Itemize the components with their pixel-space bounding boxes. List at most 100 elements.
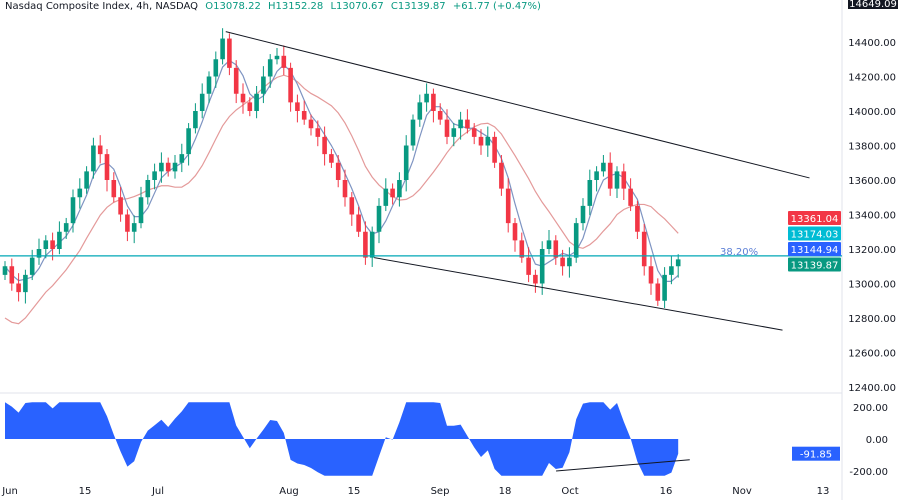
candle [465,109,470,134]
price-tick: 13400.00 [848,211,896,222]
candle [23,269,28,304]
candle [383,178,389,212]
price-tick: 14000.00 [848,107,896,118]
candle-body [478,136,484,146]
time-tick: 16 [660,486,673,497]
candle-body [186,128,191,155]
candle [403,135,409,192]
time-tick: Jun [1,486,18,497]
price-label-box [788,242,841,256]
candle-body [376,205,382,232]
candle [254,85,259,119]
candle-body [165,162,171,172]
price-tick: 14200.00 [848,73,896,84]
oscillator-value: -91.85 [800,450,832,461]
candle-body [206,76,212,94]
candle [36,238,42,265]
candle [410,114,416,151]
price-tick: 14400.00 [848,38,896,49]
price-tick: 13600.00 [848,176,896,187]
time-tick: 15 [79,486,92,497]
candle-body [159,162,164,172]
candle [417,94,423,127]
candle-body [587,180,593,206]
ohlc-low: L13070.67 [330,1,384,12]
candle-body [512,223,518,241]
candle-body [57,231,62,249]
candle-body [254,93,259,111]
candle-body [356,214,361,232]
candle-body [573,223,579,258]
candle-body [519,240,525,258]
candle [431,88,436,123]
candle-body [240,93,246,103]
candle [172,154,178,179]
top-price-text: 14649.09 [849,0,897,10]
candle [16,273,21,302]
divergence-line [556,459,690,472]
candle-body [349,197,355,215]
candle [138,186,144,229]
top-price-label [848,0,898,9]
price-label-box [788,257,841,272]
candle [478,129,484,155]
candle-body [152,171,157,180]
candle [301,100,307,125]
candle [29,249,35,281]
candle [369,226,375,267]
candle [499,154,504,196]
candle-body [9,266,15,284]
candle-body [560,257,565,267]
candle-body [172,162,178,172]
candle [648,255,654,295]
candle [567,247,572,278]
ohlc-close: C13139.87 [390,1,446,12]
candle [607,152,613,196]
candle [594,166,599,192]
candle-body [675,259,681,267]
candle-body [505,188,511,224]
candle [471,123,477,145]
time-tick: 13 [817,486,830,497]
candle-body [567,257,572,267]
candle [669,255,674,285]
candle [97,135,103,164]
candle-body [247,102,253,111]
candle-body [322,136,327,155]
candle [587,169,593,216]
price-label-box [788,226,841,241]
candle [485,126,491,157]
candle-body [295,102,300,111]
candle-body [308,119,314,129]
candle [628,178,633,212]
candle [458,111,463,140]
candle [580,198,586,231]
time-tick: Jul [151,486,164,497]
candle [43,235,49,259]
candle [356,206,361,237]
candle [424,83,429,112]
oscillator-tick: 0.00 [866,435,888,446]
candle [621,163,627,201]
candle-body [63,223,69,232]
candle-body [403,145,409,180]
candle [335,154,341,188]
ohlc-change: +61.77 (+0.47%) [452,1,541,12]
candle [213,51,219,88]
price-label-box [788,211,841,225]
candle [70,189,76,233]
ohlc-open: O13078.22 [205,1,261,12]
candle [492,131,497,168]
candle [220,28,225,65]
candle-body [29,257,35,275]
candle [193,103,198,134]
candle-body [424,93,429,103]
candle-body [23,274,28,293]
candle-body [417,102,423,120]
candle-body [43,240,49,249]
candle [131,215,137,244]
candle [553,235,559,265]
oscillator-tick: 200.00 [853,403,888,414]
candle-body [431,93,436,111]
